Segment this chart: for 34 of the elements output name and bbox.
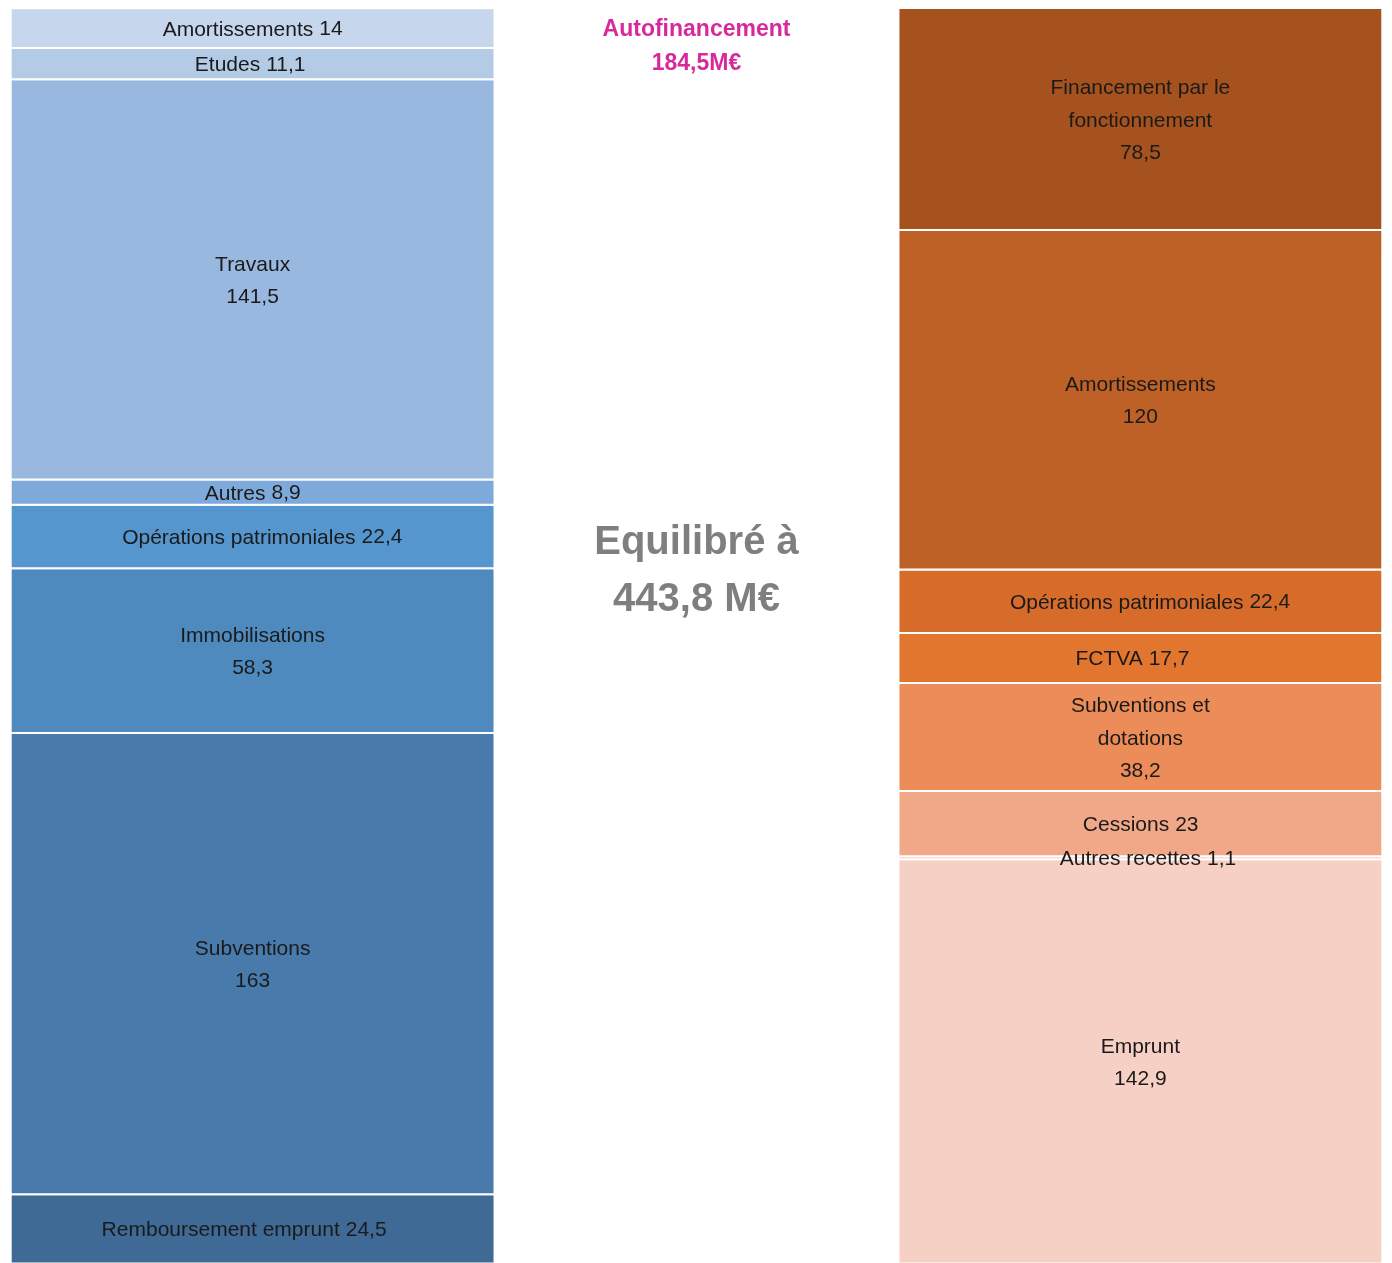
series-label: Amortissements (1065, 372, 1216, 396)
data-label: 22,4 (361, 524, 403, 548)
series-label: Subventions et dotations (1070, 693, 1211, 749)
data-label: 38,2 (1119, 757, 1161, 781)
series-label: FCTVA (1075, 646, 1143, 670)
series-label: Subventions (194, 936, 311, 960)
series-label: Financement par le fonctionnement (1050, 75, 1231, 131)
data-label: 163 (235, 968, 271, 992)
data-label: 24,5 (345, 1216, 387, 1240)
data-label: 8,9 (271, 480, 301, 504)
series-label: Opérations patrimoniales (1009, 589, 1244, 613)
data-label: 22,4 (1249, 589, 1291, 613)
data-label: 17,7 (1148, 645, 1190, 669)
data-label: 141,5 (226, 284, 279, 308)
series-label: Immobilisations (180, 623, 325, 647)
series-label: Opérations patrimoniales (122, 524, 356, 548)
data-label: 120 (1122, 404, 1158, 428)
series-label: Autres recettes (1059, 846, 1201, 870)
data-label: 78,5 (1119, 139, 1161, 163)
series-label: Travaux (215, 251, 291, 275)
series-label: Remboursement emprunt (101, 1217, 340, 1241)
annotation: Autofinancement 184,5M€ (602, 14, 791, 75)
series-label: Emprunt (1100, 1033, 1181, 1057)
data-label: 14 (319, 16, 343, 40)
series-label: Amortissements (162, 16, 314, 40)
data-label: 58,3 (232, 655, 274, 679)
data-label: 23 (1175, 811, 1199, 835)
annotation: Equilibré à 443,8 M€ (594, 518, 800, 620)
series-label: Cessions (1082, 812, 1170, 836)
series-label: Autres (204, 480, 266, 504)
data-label: 11,1 (266, 51, 306, 75)
series-label: Etudes (194, 52, 261, 76)
data-label: 1,1 (1206, 845, 1237, 869)
data-label: 142,9 (1114, 1065, 1167, 1089)
